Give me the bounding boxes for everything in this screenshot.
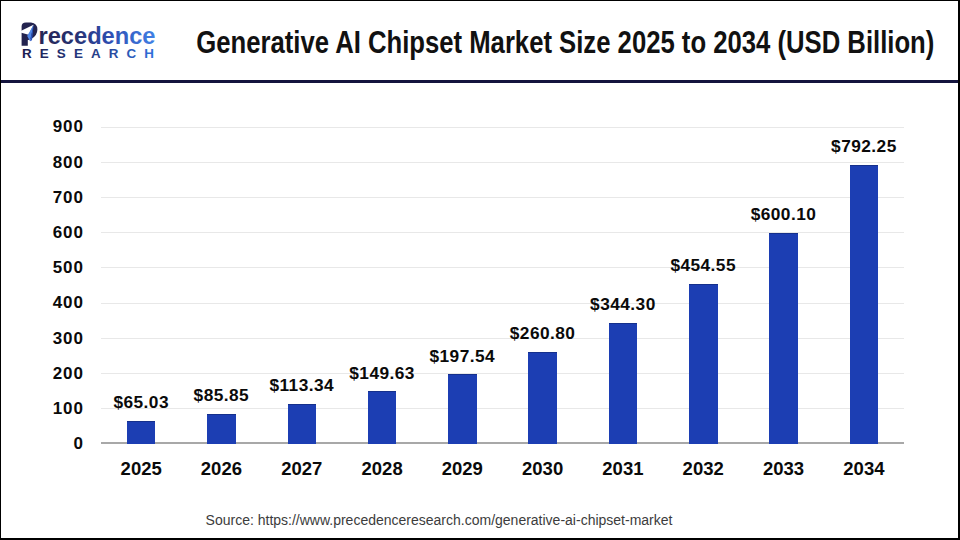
svg-text:recedence: recedence (39, 22, 156, 49)
